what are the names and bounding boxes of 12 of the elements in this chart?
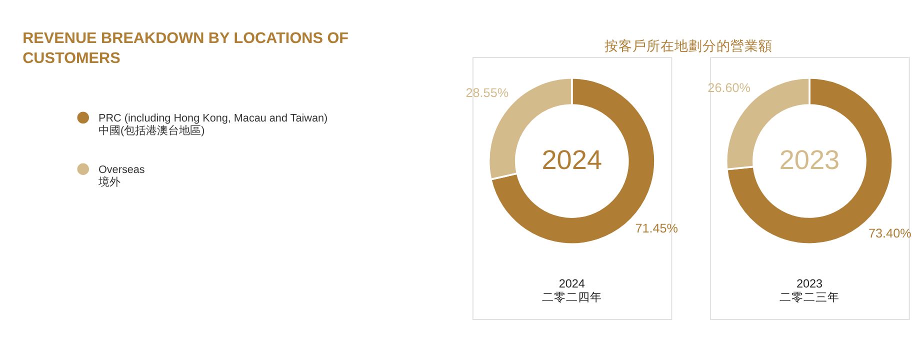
text: 2024 二零二四年: [542, 277, 602, 304]
text: 2023 二零二三年: [779, 277, 840, 304]
data-label: 73.40%: [868, 226, 912, 240]
legend-label: PRC (including Hong Kong, Macau and Taiwan) 中國(包括港澳台地區): [98, 112, 328, 137]
slice-label: 2023: [779, 144, 840, 176]
chart-title: REVENUE BREAKDOWN BY LOCATIONS OF CUSTOMERS: [22, 30, 349, 67]
data-label: 71.45%: [635, 221, 678, 236]
data-label: 26.60%: [708, 80, 750, 95]
slice-label: 2024: [542, 144, 602, 176]
chart-subtitle: 按客戶所在地劃分的營業額: [604, 38, 773, 54]
legend-label: Overseas 境外: [97, 164, 146, 188]
data-label: 28.55%: [466, 86, 509, 100]
